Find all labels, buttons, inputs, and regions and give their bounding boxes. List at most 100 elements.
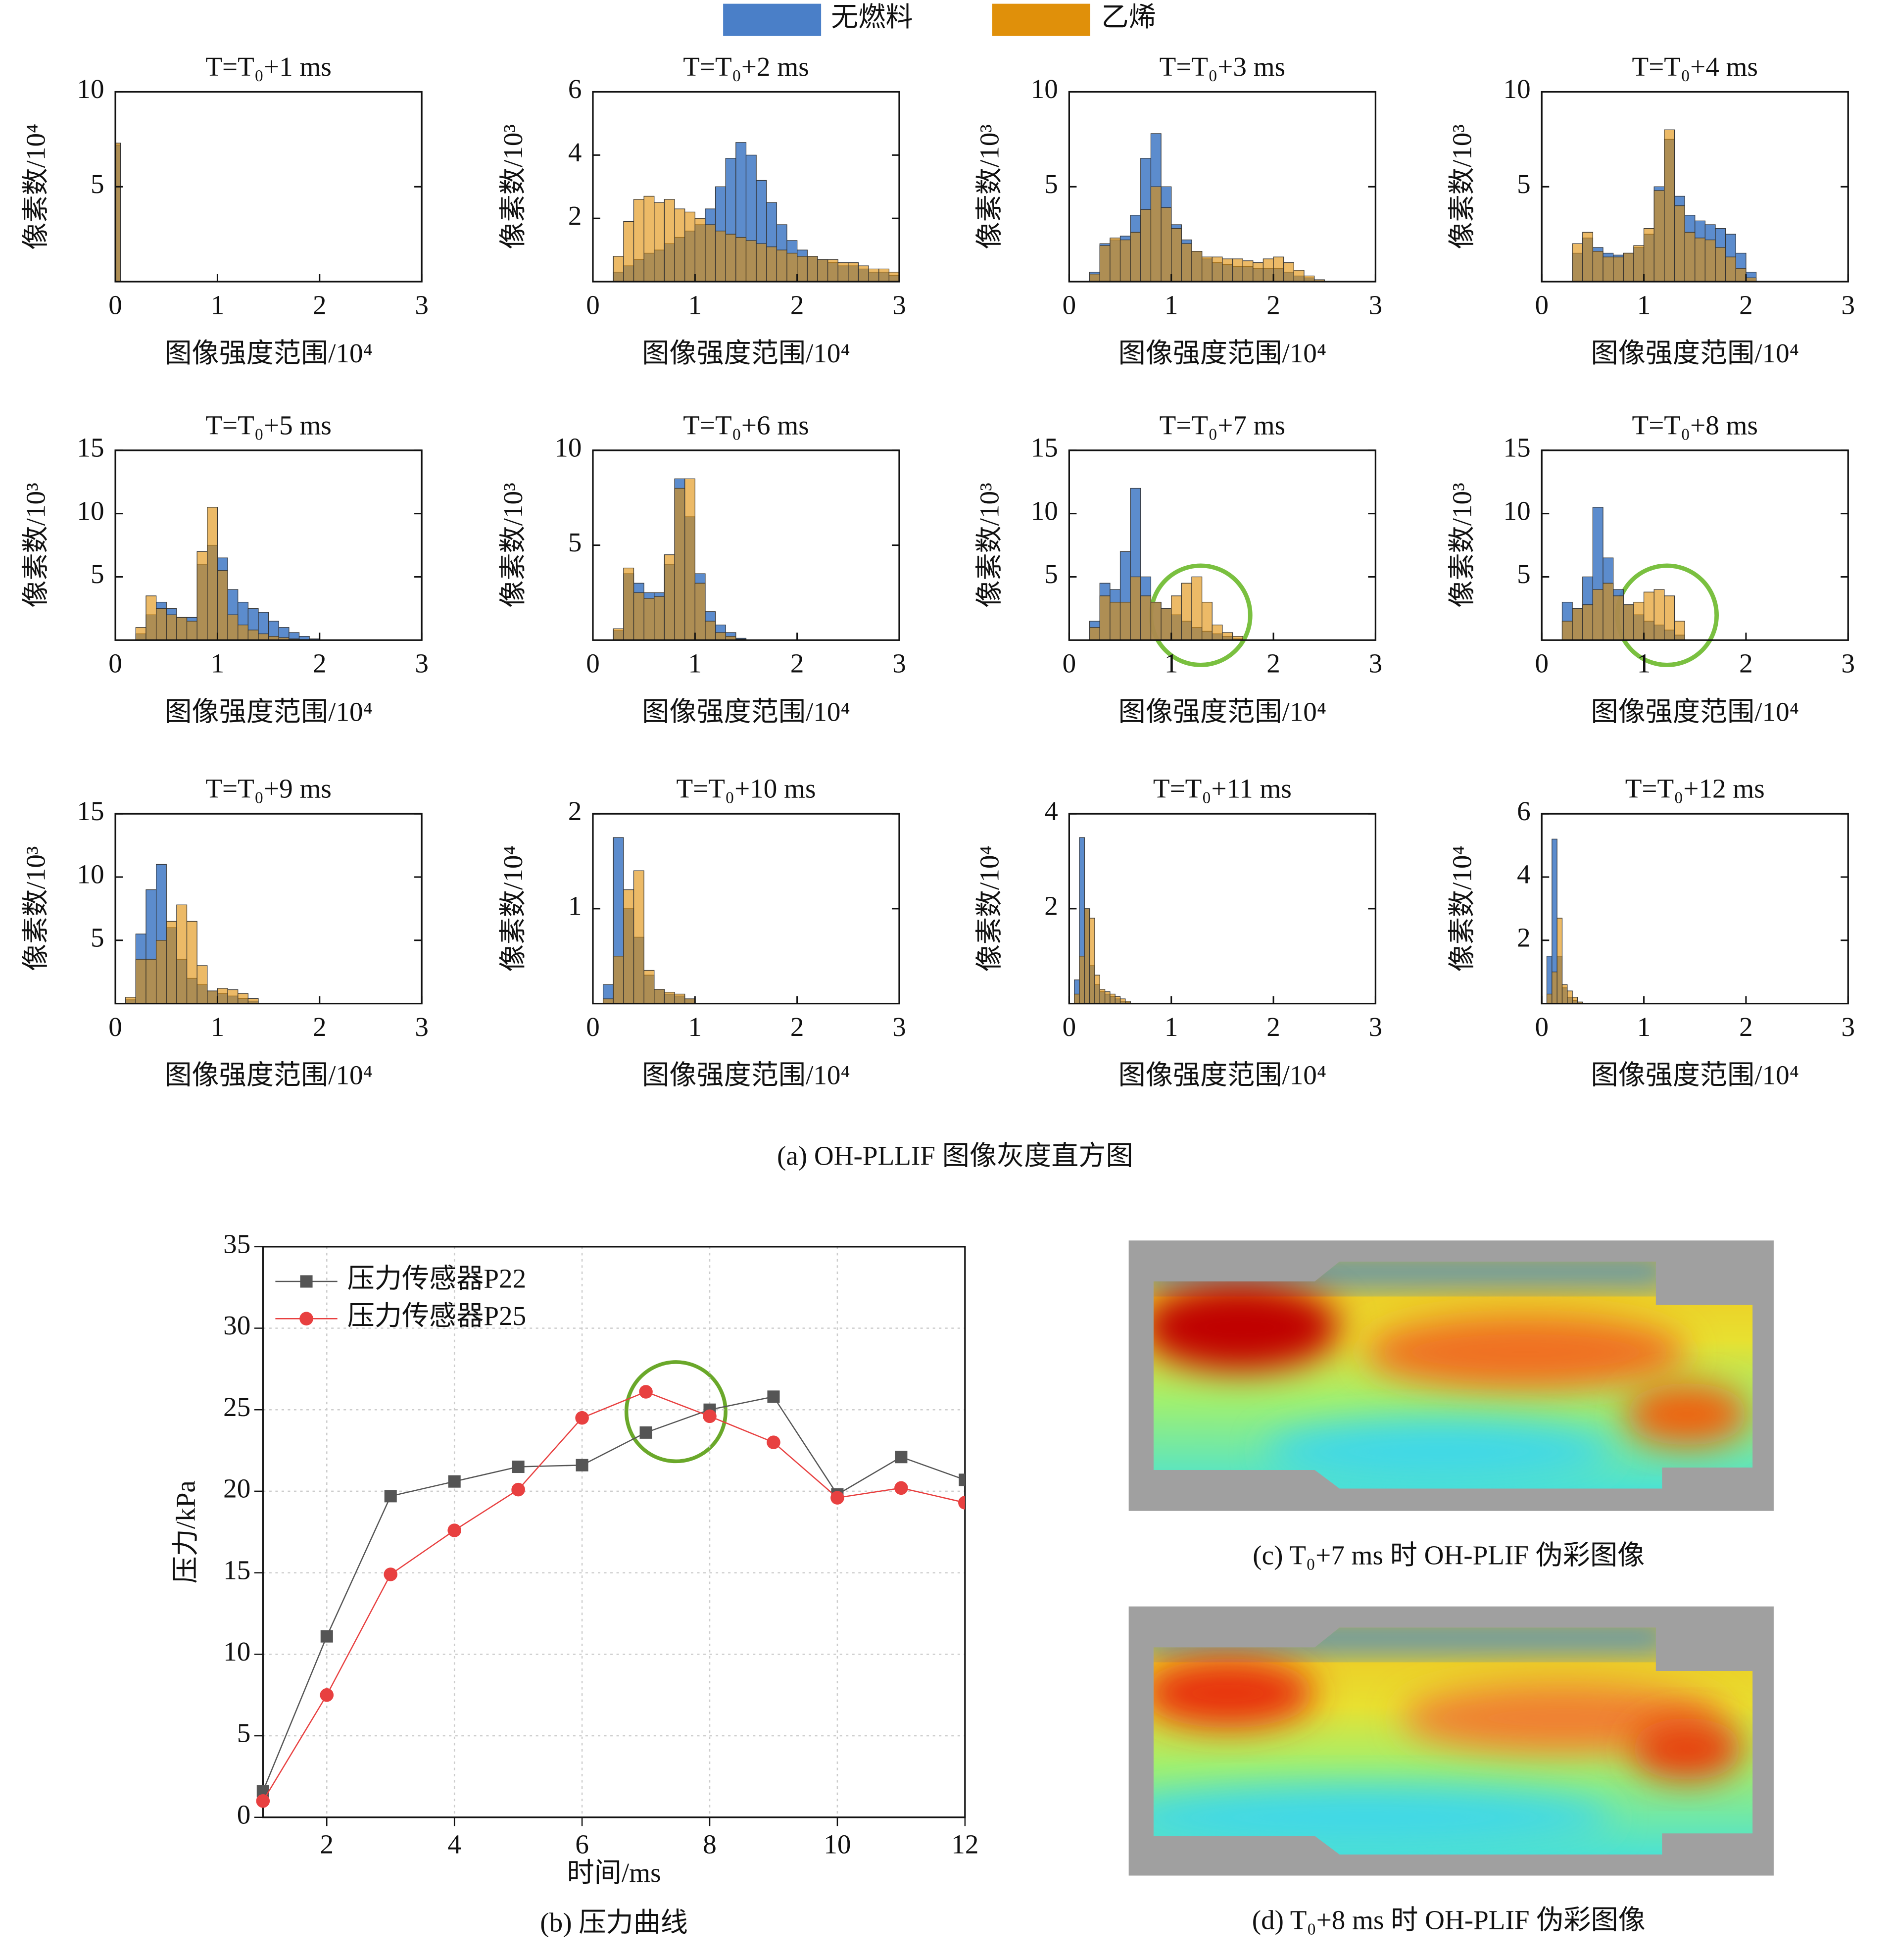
- x-tick-label: 0: [586, 648, 600, 679]
- histogram-bar: [1653, 589, 1665, 640]
- histogram-bar: [715, 231, 726, 282]
- x-tick-label: 1: [211, 290, 225, 320]
- histogram-bar: [1191, 251, 1203, 282]
- legend-marker: [299, 1312, 313, 1325]
- plot-frame: [114, 813, 423, 1005]
- caption: (c) T₀+7 ms 时 OH-PLIF 伪彩图像: [1253, 1540, 1645, 1570]
- y-tick-label: 2: [568, 796, 582, 826]
- marker: [511, 1482, 525, 1497]
- y-tick-label: 0: [237, 1799, 251, 1829]
- histogram-bar: [1201, 256, 1213, 282]
- chart-title: T=T₀+12 ms: [1625, 774, 1765, 804]
- histogram-bar: [1567, 990, 1573, 1004]
- x-tick-label: 3: [1369, 1012, 1383, 1042]
- chart-title: T=T₀+10 ms: [676, 774, 816, 804]
- y-tick-label: 25: [223, 1392, 250, 1422]
- legend-label: 压力传感器P25: [347, 1301, 526, 1331]
- x-tick-label: 3: [1369, 648, 1383, 679]
- histogram-bar: [613, 956, 624, 1004]
- x-tick-label: 3: [892, 648, 906, 679]
- histogram-bar: [1242, 260, 1254, 282]
- histogram-bar: [135, 959, 146, 1004]
- histogram-bar: [766, 246, 777, 282]
- x-tick-label: 0: [108, 290, 122, 320]
- x-tick-label: 1: [1165, 290, 1178, 320]
- histogram-bar: [1212, 256, 1223, 282]
- histogram-bar: [1119, 240, 1131, 282]
- plif-image-d: [1128, 1606, 1774, 1876]
- y-tick-label: 10: [1504, 74, 1531, 104]
- histogram-bar: [1099, 989, 1106, 1004]
- histogram-bar: [217, 570, 228, 640]
- histogram-bar: [623, 567, 634, 640]
- histogram-bar: [1695, 238, 1706, 282]
- histogram-bar: [227, 614, 239, 640]
- legend-label: 乙烯: [1102, 2, 1156, 32]
- x-tick-label: 2: [790, 648, 804, 679]
- histogram-bar: [1110, 993, 1116, 1004]
- plot-frame: [592, 91, 900, 283]
- histogram-bar: [623, 221, 634, 282]
- x-axis-label: 图像强度范围/10⁴: [1591, 1060, 1799, 1090]
- histogram-bar: [1094, 975, 1100, 1004]
- histogram-bar: [817, 259, 828, 282]
- histogram-bar: [125, 997, 136, 1004]
- y-tick-label: 5: [1517, 559, 1531, 589]
- histogram-bar: [1171, 595, 1182, 640]
- histogram-bar: [1191, 576, 1203, 640]
- histogram-bar: [1201, 601, 1213, 640]
- histogram-bar: [196, 551, 208, 640]
- x-tick-label: 0: [108, 1012, 122, 1042]
- x-axis-label: 时间/ms: [567, 1858, 661, 1888]
- x-tick-label: 1: [211, 1012, 225, 1042]
- x-axis-label: 图像强度范围/10⁴: [1591, 696, 1799, 727]
- histogram-bar: [135, 627, 146, 640]
- x-tick-label: 0: [586, 290, 600, 320]
- histogram-bar: [1293, 270, 1305, 282]
- histogram-bar: [1572, 608, 1583, 640]
- y-axis-label: 像素数/10³: [1447, 483, 1477, 607]
- x-tick-label: 3: [1841, 648, 1855, 679]
- x-tick-label: 6: [575, 1829, 589, 1860]
- marker: [767, 1390, 780, 1403]
- x-tick-label: 1: [1637, 290, 1651, 320]
- y-tick-label: 1: [568, 891, 582, 921]
- y-tick-label: 2: [1044, 891, 1058, 921]
- y-axis-label: 像素数/10³: [1447, 124, 1477, 249]
- y-axis-label: 像素数/10⁴: [498, 845, 528, 972]
- histogram-bar: [807, 256, 818, 282]
- histogram-bar: [848, 262, 859, 282]
- x-tick-label: 2: [313, 290, 327, 320]
- x-tick-label: 1: [688, 290, 702, 320]
- y-tick-label: 10: [77, 74, 104, 104]
- histogram-bar: [1222, 258, 1233, 282]
- x-tick-label: 2: [1739, 290, 1753, 320]
- x-tick-label: 2: [320, 1829, 334, 1860]
- marker: [639, 1426, 652, 1439]
- caption: (d) T₀+8 ms 时 OH-PLIF 伪彩图像: [1252, 1905, 1646, 1935]
- histogram-bar: [1561, 621, 1573, 640]
- histogram-bar: [1150, 601, 1162, 640]
- y-tick-label: 4: [1044, 796, 1058, 826]
- y-tick-label: 15: [77, 796, 104, 826]
- y-tick-label: 6: [1517, 796, 1531, 826]
- histogram-bar: [705, 621, 716, 640]
- x-tick-label: 2: [313, 1012, 327, 1042]
- histogram-bar: [1592, 251, 1603, 282]
- histogram-bar: [1561, 984, 1568, 1004]
- y-tick-label: 5: [237, 1718, 251, 1748]
- histogram-bar: [674, 208, 685, 282]
- x-tick-label: 0: [1063, 1012, 1076, 1042]
- histogram-bar: [155, 608, 167, 640]
- x-axis-label: 图像强度范围/10⁴: [1118, 696, 1326, 727]
- x-tick-label: 1: [688, 1012, 702, 1042]
- y-tick-label: 30: [223, 1310, 250, 1340]
- histogram-bar: [1130, 232, 1141, 282]
- histogram-bar: [1674, 205, 1685, 282]
- histogram-bar: [756, 243, 767, 282]
- histogram-bar: [613, 256, 624, 282]
- histogram-bar: [1704, 240, 1716, 282]
- chart-title: T=T₀+5 ms: [205, 410, 331, 440]
- legend-swatch: [723, 3, 822, 36]
